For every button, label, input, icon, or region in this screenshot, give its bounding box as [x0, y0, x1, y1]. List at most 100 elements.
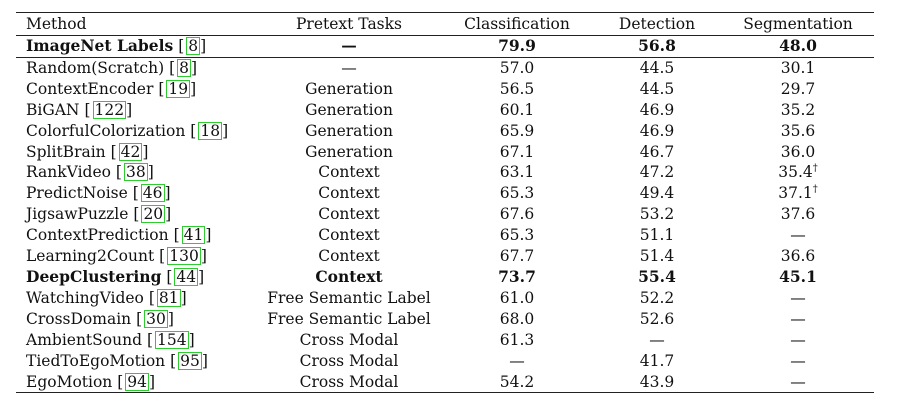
cell-detection: 41.7: [592, 351, 722, 372]
table-row: ImageNet Labels [8] — 79.9 56.8 48.0: [16, 35, 874, 58]
citation-link[interactable]: 30: [144, 309, 168, 328]
cell-pretext-task-value: Cross Modal: [299, 351, 399, 370]
cell-detection-value: 49.4: [639, 184, 675, 203]
cell-pretext-task-value: —: [341, 36, 357, 55]
method-name: ColorfulColorization: [26, 121, 186, 140]
citation-link[interactable]: 19: [166, 79, 191, 98]
cell-detection: —: [592, 330, 722, 351]
cell-detection-value: 51.4: [639, 247, 675, 266]
cell-pretext-task: Context: [256, 162, 442, 183]
cell-segmentation-value: 48.0: [779, 36, 817, 55]
cell-detection-value: 52.6: [639, 309, 675, 328]
cell-detection: 52.6: [592, 309, 722, 330]
cell-pretext-task: Context: [256, 267, 442, 288]
cell-pretext-task-value: Free Semantic Label: [267, 288, 431, 307]
cell-pretext-task-value: Context: [315, 266, 383, 286]
header-pretext-tasks: Pretext Tasks: [256, 12, 442, 36]
citation-link[interactable]: 95: [178, 351, 202, 370]
citation-link[interactable]: 20: [141, 205, 166, 224]
cell-detection: 56.8: [592, 35, 722, 58]
cell-pretext-task-value: —: [341, 58, 357, 77]
citation-link[interactable]: 8: [186, 37, 201, 55]
cell-detection: 51.4: [592, 246, 722, 267]
citation-link[interactable]: 41: [181, 226, 206, 245]
method-name: ImageNet Labels: [26, 36, 174, 55]
cell-method: PredictNoise [46]: [26, 184, 171, 203]
citation-link[interactable]: 44: [174, 267, 199, 286]
table-row: EgoMotion [94] Cross Modal 54.2 43.9 —: [16, 371, 874, 394]
table-row: BiGAN [122] Generation 60.1 46.9 35.2: [16, 100, 874, 121]
citation-link[interactable]: 94: [125, 372, 150, 391]
cell-segmentation: —: [722, 225, 874, 246]
cell-pretext-task-value: Generation: [305, 79, 393, 98]
method-name: TiedToEgoMotion: [26, 351, 166, 370]
citation-link[interactable]: 154: [155, 330, 189, 349]
cell-method: ContextPrediction [41]: [26, 226, 212, 245]
cell-segmentation-value: —: [790, 372, 806, 391]
cell-pretext-task: Cross Modal: [256, 330, 442, 351]
table-row: Random(Scratch) [8] — 57.0 44.5 30.1: [16, 57, 874, 78]
cell-detection-value: 46.7: [639, 142, 675, 161]
cell-pretext-task: —: [256, 57, 442, 78]
cell-classification-value: —: [509, 351, 525, 370]
cell-segmentation-value: 29.7: [780, 79, 816, 98]
method-name: PredictNoise: [26, 184, 128, 203]
cell-classification: 61.3: [442, 330, 592, 351]
cell-classification-value: 61.3: [499, 330, 535, 349]
method-name: Learning2Count: [26, 247, 155, 266]
table-row: TiedToEgoMotion [95] Cross Modal — 41.7 —: [16, 351, 874, 372]
cell-pretext-task-value: Generation: [305, 121, 393, 140]
header-detection: Detection: [592, 12, 722, 36]
cell-segmentation: 35.2: [722, 100, 874, 121]
cell-detection-value: 41.7: [639, 351, 675, 370]
cell-pretext-task-value: Context: [318, 163, 380, 182]
cell-detection: 46.9: [592, 121, 722, 142]
cell-classification-value: 54.2: [499, 372, 535, 391]
method-name: ContextPrediction: [26, 226, 169, 245]
cell-pretext-task-value: Free Semantic Label: [267, 309, 431, 328]
method-name: WatchingVideo: [26, 288, 144, 307]
cell-detection: 43.9: [592, 371, 722, 394]
cell-method: WatchingVideo [81]: [26, 288, 187, 307]
cell-segmentation: 30.1: [722, 57, 874, 78]
cell-classification-value: 67.1: [499, 142, 535, 161]
citation-link[interactable]: 42: [118, 142, 143, 161]
citation-link[interactable]: 38: [123, 163, 148, 182]
cell-classification: 60.1: [442, 100, 592, 121]
cell-classification: 73.7: [442, 267, 592, 288]
table-row: DeepClustering [44] Context 73.7 55.4 45.1: [16, 267, 874, 288]
table-row: ContextEncoder [19] Generation 56.5 44.5 29.…: [16, 79, 874, 100]
method-name: EgoMotion: [26, 372, 113, 391]
cell-classification-value: 60.1: [499, 100, 535, 119]
cell-classification-value: 67.7: [499, 247, 535, 266]
header-row: Method Pretext Tasks Classification Dete…: [16, 12, 874, 36]
cell-pretext-task: Cross Modal: [256, 371, 442, 394]
cell-method: ColorfulColorization [18]: [26, 121, 229, 140]
table-row: CrossDomain [30] Free Semantic Label 68.0 5…: [16, 309, 874, 330]
cell-detection: 46.9: [592, 100, 722, 121]
cell-segmentation-value: 37.1: [778, 184, 813, 203]
citation-link[interactable]: 18: [198, 121, 223, 140]
citation-link[interactable]: 81: [156, 288, 181, 307]
cell-detection: 44.5: [592, 79, 722, 100]
table-header: Method Pretext Tasks Classification Dete…: [16, 12, 874, 36]
citation-link[interactable]: 8: [177, 58, 192, 77]
cell-method: BiGAN [122]: [26, 100, 133, 119]
cell-segmentation: 45.1: [722, 267, 874, 288]
cell-method: TiedToEgoMotion [95]: [26, 351, 208, 370]
header-method: Method: [16, 12, 256, 36]
cell-pretext-task: Context: [256, 225, 442, 246]
citation-link[interactable]: 130: [167, 247, 201, 266]
cell-pretext-task-value: Context: [318, 226, 380, 245]
cell-pretext-task: Generation: [256, 100, 442, 121]
cell-detection-value: 55.4: [638, 266, 676, 286]
citation-link[interactable]: 122: [92, 100, 127, 119]
method-name: CrossDomain: [26, 309, 132, 328]
cell-detection-value: 44.5: [639, 58, 675, 77]
cell-detection: 55.4: [592, 267, 722, 288]
cell-pretext-task: Cross Modal: [256, 351, 442, 372]
cell-detection-value: 52.2: [639, 288, 675, 307]
cell-classification-value: 56.5: [499, 79, 535, 98]
cell-pretext-task-value: Context: [318, 184, 380, 203]
citation-link[interactable]: 46: [140, 184, 165, 203]
